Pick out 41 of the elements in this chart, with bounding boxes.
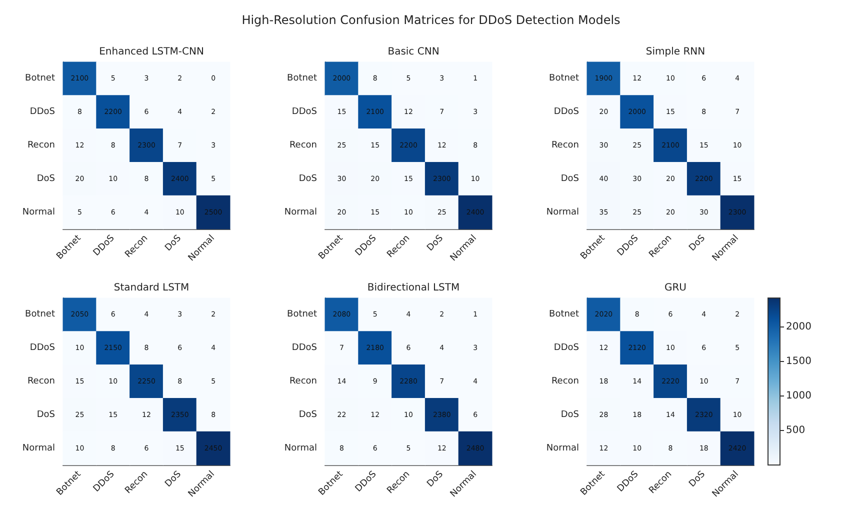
y-tick-label: DDoS xyxy=(30,107,56,118)
y-tick-label: Recon xyxy=(27,376,55,386)
y-tick-label: DDoS xyxy=(30,343,56,354)
y-tick-label: Recon xyxy=(289,376,317,386)
y-tick-label: Botnet xyxy=(287,74,318,84)
y-tick-label: Botnet xyxy=(25,74,56,84)
y-tick-label: DDoS xyxy=(292,107,318,118)
y-tick-label: Normal xyxy=(22,443,55,454)
y-tick-label: Normal xyxy=(284,443,317,454)
color-bar-label: 1500 xyxy=(786,356,812,367)
y-tick-label: DDoS xyxy=(554,107,580,118)
y-tick-label: Botnet xyxy=(287,310,318,320)
y-tick-label: Botnet xyxy=(25,310,56,320)
y-tick-label: Normal xyxy=(22,207,55,218)
color-bar-label: 500 xyxy=(786,424,806,436)
y-tick-label: DoS xyxy=(560,174,580,184)
chart-title: Bidirectional LSTM xyxy=(367,282,460,294)
y-tick-label: DoS xyxy=(298,410,318,420)
y-tick-label: DoS xyxy=(298,174,318,184)
y-tick-label: DDoS xyxy=(554,343,580,354)
y-tick-label: Recon xyxy=(551,376,579,386)
y-tick-label: Normal xyxy=(284,207,317,218)
y-tick-label: Botnet xyxy=(549,74,580,84)
chart-title: GRU xyxy=(664,282,687,294)
chart-title: Enhanced LSTM-CNN xyxy=(99,46,204,58)
y-tick-label: DoS xyxy=(36,410,56,420)
y-tick-label: Botnet xyxy=(549,310,580,320)
y-tick-label: Normal xyxy=(546,207,579,218)
color-bar-label: 1000 xyxy=(786,390,812,402)
y-tick-label: Recon xyxy=(551,140,579,150)
y-tick-label: DDoS xyxy=(292,343,318,354)
y-tick-label: DoS xyxy=(36,174,56,184)
chart-title: Standard LSTM xyxy=(114,282,190,294)
color-bar-label: 2000 xyxy=(786,321,812,332)
chart-title: Basic CNN xyxy=(388,46,440,58)
y-tick-label: DoS xyxy=(560,410,580,420)
chart-title: Simple RNN xyxy=(646,46,706,58)
y-tick-label: Recon xyxy=(27,140,55,150)
text: High-Resolution Confusion Matrices for DDoS Detection Models xyxy=(242,13,620,27)
y-tick-label: Recon xyxy=(289,140,317,150)
y-tick-label: Normal xyxy=(546,443,579,454)
